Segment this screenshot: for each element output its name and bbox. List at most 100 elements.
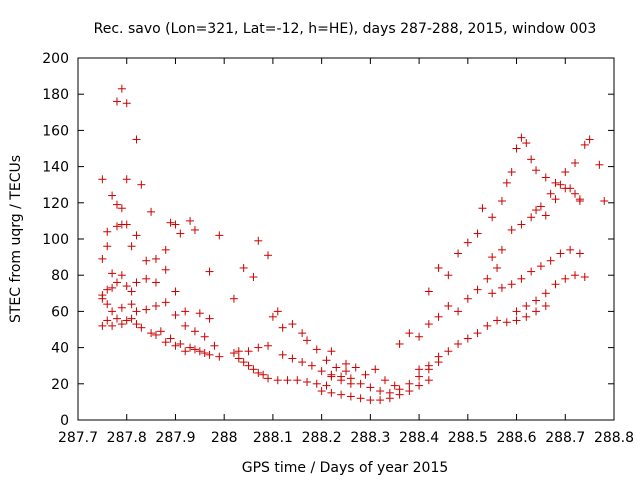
data-point [190, 225, 199, 234]
data-point [181, 347, 190, 356]
data-point [293, 376, 302, 385]
data-point [522, 301, 531, 310]
data-point [351, 363, 360, 372]
data-point [424, 376, 433, 385]
data-point [166, 334, 175, 343]
data-point [497, 196, 506, 205]
data-point [195, 347, 204, 356]
data-point [137, 180, 146, 189]
data-point [527, 155, 536, 164]
data-point [478, 204, 487, 213]
data-point [215, 352, 224, 361]
data-point [288, 320, 297, 329]
data-point [517, 133, 526, 142]
data-point [483, 274, 492, 283]
data-point [337, 372, 346, 381]
data-point [415, 365, 424, 374]
data-point [415, 381, 424, 390]
data-point [405, 379, 414, 388]
data-point [424, 320, 433, 329]
x-tick-label: 288.7 [545, 430, 585, 446]
data-point [463, 294, 472, 303]
data-point [600, 196, 609, 205]
data-point [317, 367, 326, 376]
data-point [376, 387, 385, 396]
data-point [507, 168, 516, 177]
data-point [356, 379, 365, 388]
data-point [268, 312, 277, 321]
data-point [132, 320, 141, 329]
data-point [454, 249, 463, 258]
data-point [327, 347, 336, 356]
data-point [171, 311, 180, 320]
data-point [575, 249, 584, 258]
data-point [317, 387, 326, 396]
data-point [186, 216, 195, 225]
data-point [556, 180, 565, 189]
data-point [463, 238, 472, 247]
data-point [132, 278, 141, 287]
data-point [186, 343, 195, 352]
y-tick-label: 120 [42, 196, 69, 212]
data-point [234, 347, 243, 356]
x-tick-label: 288.5 [448, 430, 488, 446]
data-point [551, 195, 560, 204]
data-point [117, 220, 126, 229]
data-point [249, 365, 258, 374]
x-tick-label: 288.4 [399, 430, 439, 446]
x-tick-label: 288.8 [594, 430, 634, 446]
data-point [512, 144, 521, 153]
data-point [493, 263, 502, 272]
data-point [532, 206, 541, 215]
data-point [132, 135, 141, 144]
data-point [536, 202, 545, 211]
data-point [298, 329, 307, 338]
data-point [522, 139, 531, 148]
data-point [424, 287, 433, 296]
y-tick-label: 100 [42, 232, 69, 248]
data-point [307, 361, 316, 370]
y-tick-label: 160 [42, 123, 69, 139]
data-point [254, 236, 263, 245]
data-point [527, 267, 536, 276]
data-point [147, 329, 156, 338]
data-point [122, 175, 131, 184]
data-point [434, 312, 443, 321]
data-point [361, 370, 370, 379]
axis-ticks: 287.7 287.8 287.9 288 288.1 288.2 288.3 288.4 28… [42, 51, 634, 446]
data-point [215, 231, 224, 240]
y-tick-label: 0 [60, 413, 69, 429]
data-point [342, 359, 350, 368]
data-point [473, 329, 482, 338]
data-point [103, 300, 112, 309]
data-point [273, 307, 282, 316]
data-point [541, 301, 550, 310]
data-point [497, 283, 506, 292]
data-point [142, 305, 151, 314]
data-point [176, 339, 185, 348]
data-point [117, 84, 126, 93]
chart-title: Rec. savo (Lon=321, Lat=-12, h=HE), days… [94, 21, 597, 37]
data-point [151, 301, 160, 310]
data-point [103, 316, 112, 325]
data-point [561, 274, 570, 283]
data-point [312, 345, 321, 354]
data-point [322, 356, 331, 365]
data-point [112, 278, 121, 287]
data-point [444, 347, 453, 356]
data-point [366, 383, 375, 392]
data-point [117, 303, 126, 312]
data-point [181, 307, 190, 316]
data-point [566, 184, 575, 193]
data-point [142, 256, 151, 265]
data-point [127, 300, 136, 309]
data-point [151, 278, 160, 287]
data-point [127, 314, 136, 323]
data-point [551, 280, 560, 289]
data-point [390, 381, 399, 390]
data-point [366, 396, 375, 405]
data-point [210, 341, 219, 350]
data-point [546, 256, 555, 265]
data-point [332, 363, 341, 372]
data-point [580, 140, 589, 149]
